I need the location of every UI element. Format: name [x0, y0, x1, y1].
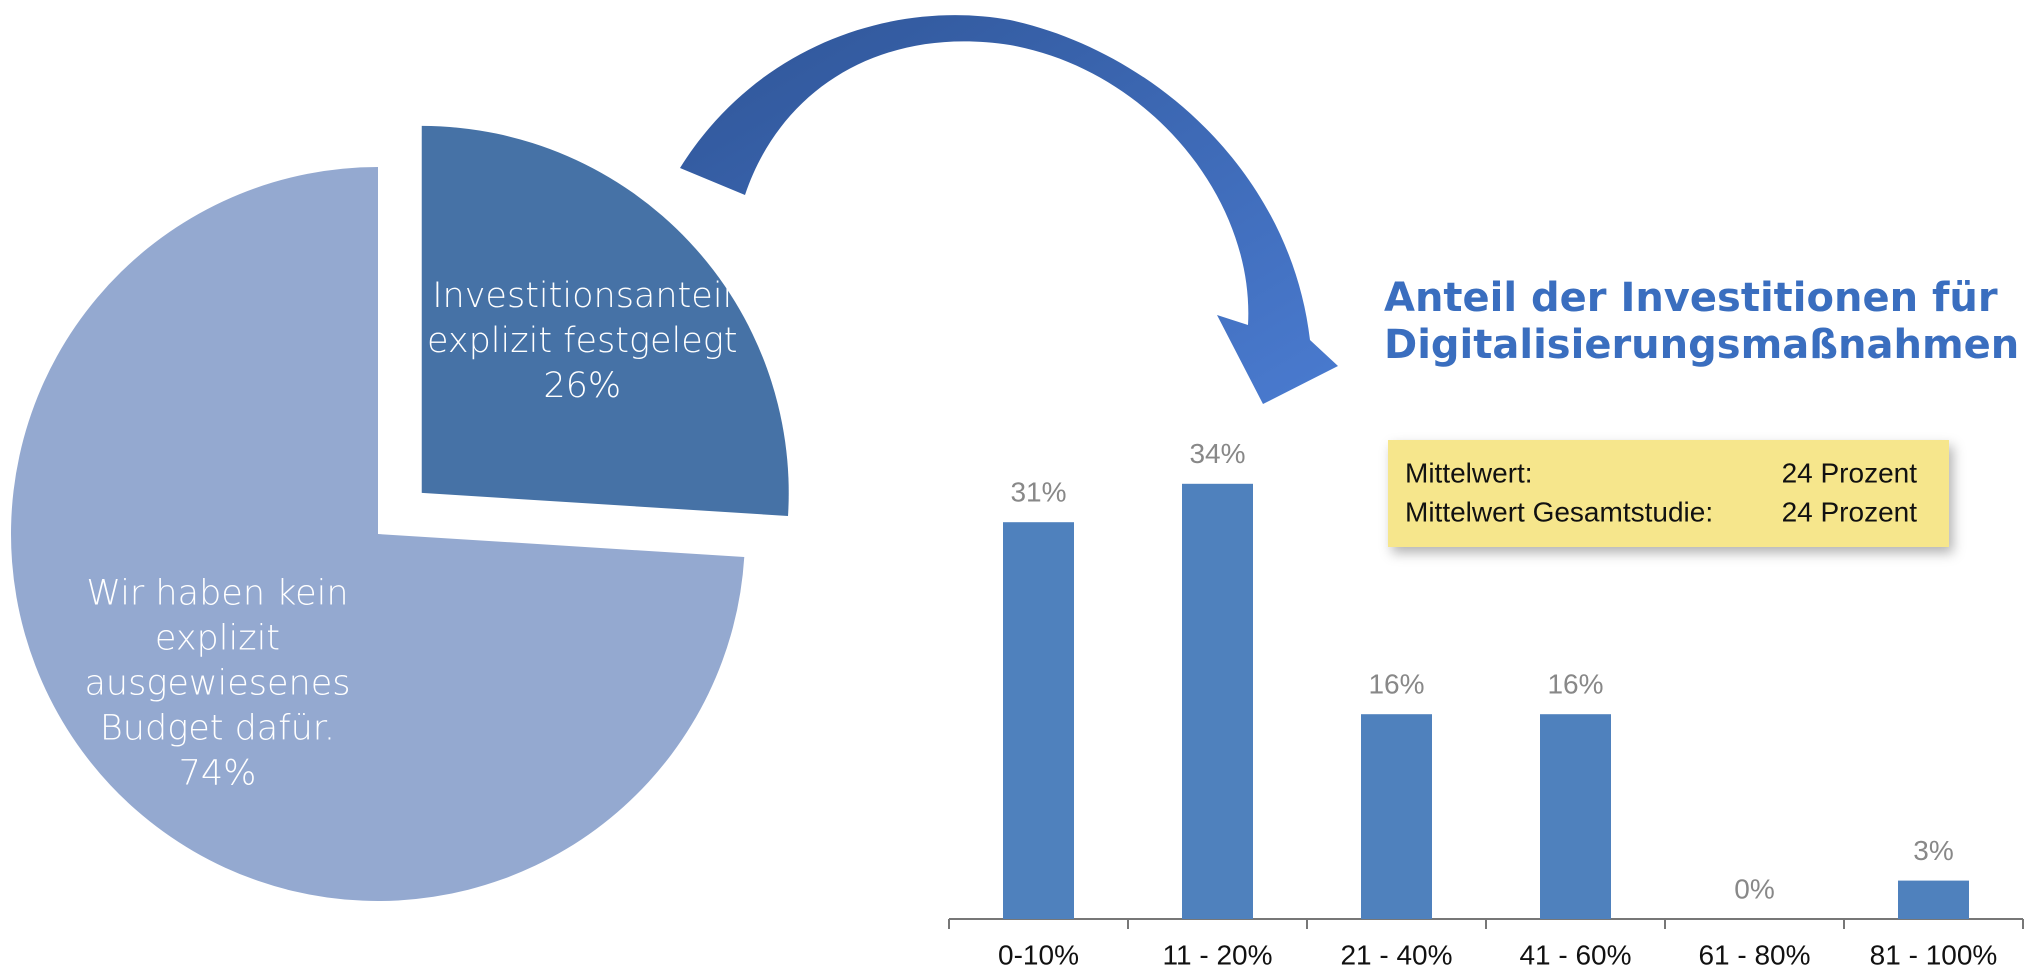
- value-label: 3%: [1913, 835, 1953, 866]
- arrow: [680, 15, 1338, 404]
- bar: [1898, 880, 1969, 919]
- bar: [1182, 483, 1253, 919]
- annotation-label: Mittelwert Gesamtstudie:: [1405, 496, 1713, 527]
- slice-label: Wir haben kein explizit ausgewiesenes Budge…: [84, 574, 350, 749]
- slice-value-label: 74%: [179, 754, 257, 794]
- bar: [1540, 714, 1611, 919]
- x-tick-label: 81 - 100%: [1870, 939, 1998, 970]
- value-label: 16%: [1368, 669, 1424, 700]
- pie-slice: [421, 125, 789, 516]
- slice-label: Investitionsanteil explizit festgelegt: [427, 276, 738, 361]
- annotation-label: Mittelwert:: [1405, 457, 1533, 488]
- bar: [1003, 522, 1074, 919]
- value-label: 34%: [1189, 438, 1245, 469]
- annotation-box: [1388, 440, 1949, 547]
- annotation-text: 24 Prozent: [1782, 457, 1918, 488]
- slice-value-label: 26%: [543, 366, 621, 406]
- value-label: 31%: [1010, 477, 1066, 508]
- annotation-text: 24 Prozent: [1782, 496, 1918, 527]
- x-tick-label: 0-10%: [998, 939, 1079, 970]
- pie-slice: [10, 167, 745, 901]
- x-tick-label: 41 - 60%: [1519, 939, 1631, 970]
- x-tick-label: 11 - 20%: [1163, 939, 1273, 970]
- x-tick-label: 21 - 40%: [1340, 939, 1452, 970]
- chart-title: Anteil der Investitionen für Digitalisier…: [1384, 275, 2019, 368]
- value-label: 0%: [1734, 873, 1774, 904]
- x-tick-label: 61 - 80%: [1698, 939, 1810, 970]
- bar: [1361, 714, 1432, 919]
- value-label: 16%: [1547, 669, 1603, 700]
